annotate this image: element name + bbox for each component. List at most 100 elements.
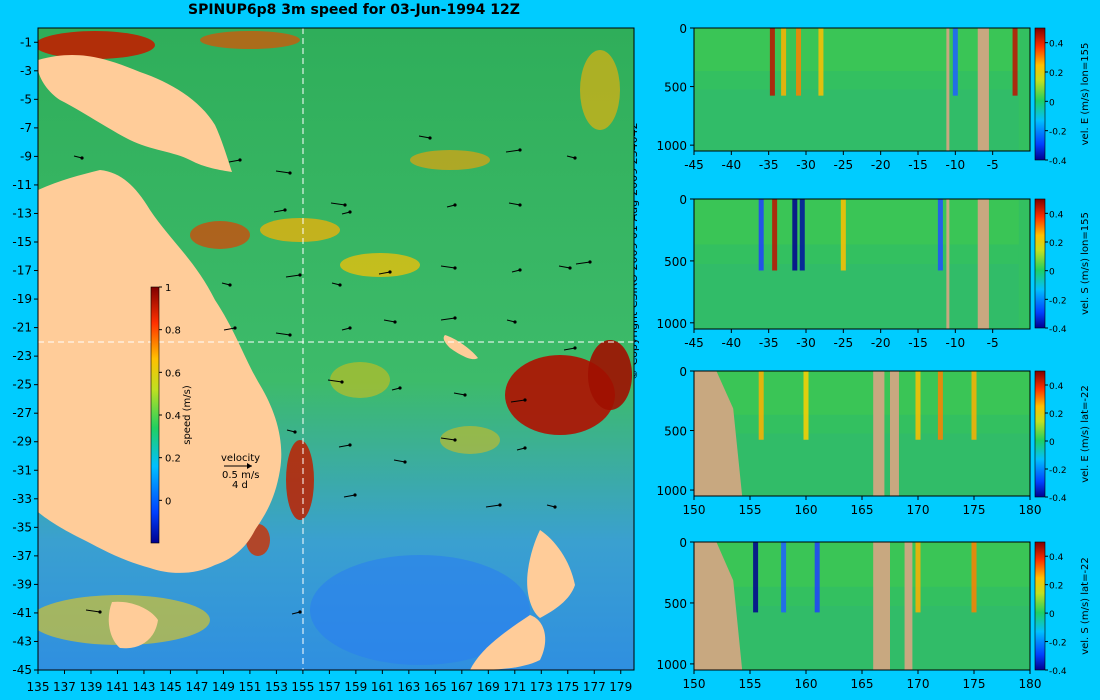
velocity-arrow-head bbox=[338, 283, 342, 287]
velocity-arrow-head bbox=[238, 158, 242, 162]
velocity-arrow-head bbox=[80, 156, 84, 160]
section-x-tick-label: -30 bbox=[796, 158, 816, 172]
velocity-core bbox=[796, 28, 802, 96]
velocity-core bbox=[937, 199, 943, 271]
map-x-tick-label: 167 bbox=[450, 680, 473, 694]
map-x-tick-label: 159 bbox=[344, 680, 367, 694]
velocity-core bbox=[803, 371, 809, 440]
map-y-tick-label: -45 bbox=[12, 663, 32, 677]
section-x-tick-label: -25 bbox=[834, 158, 854, 172]
section-colorbar-label: vel. S (m/s) lon=155 bbox=[1080, 212, 1091, 315]
velocity-arrow bbox=[378, 271, 391, 275]
section-x-tick-label: -10 bbox=[946, 336, 966, 350]
velocity-arrow-head bbox=[398, 386, 402, 390]
section-panel-4: 150 155 160 165 170 175 180 0 500 1000 0.4 0.2 0 -0.2… bbox=[656, 536, 1091, 691]
velocity-arrow-head bbox=[498, 503, 502, 507]
map-x-tick-label: 171 bbox=[503, 680, 526, 694]
velocity-core bbox=[758, 371, 764, 440]
section-colorbar-ramp bbox=[1034, 27, 1046, 161]
velocity-core bbox=[781, 542, 787, 613]
map-x-tick-label: 143 bbox=[133, 680, 156, 694]
velocity-arrow-head bbox=[393, 320, 397, 324]
speed-colorbar-tick-label: 0.4 bbox=[165, 411, 181, 422]
velocity-arrow-head bbox=[453, 438, 457, 442]
map-y-tick-label: -35 bbox=[12, 520, 32, 534]
map-y-tick-label: -19 bbox=[12, 292, 32, 306]
map-y-tick-label: -25 bbox=[12, 378, 32, 392]
section-colorbar-tick-label: 0 bbox=[1049, 610, 1055, 620]
map-y-tick-label: -3 bbox=[20, 64, 32, 78]
map-x-tick-label: 139 bbox=[80, 680, 103, 694]
velocity-arrow-head bbox=[513, 320, 517, 324]
speed-colorbar-tick-label: 0.2 bbox=[165, 454, 181, 465]
map-x-tick-label: 175 bbox=[556, 680, 579, 694]
map-x-tick-label: 165 bbox=[424, 680, 447, 694]
section-x-tick-label: 155 bbox=[739, 503, 762, 517]
section-x-tick-label: 170 bbox=[907, 677, 930, 691]
velocity-arrow bbox=[273, 209, 286, 213]
section-x-tick-label: -20 bbox=[871, 336, 891, 350]
map-y-tick-label: -37 bbox=[12, 549, 32, 563]
section-x-tick-label: 170 bbox=[907, 503, 930, 517]
section-land bbox=[977, 28, 989, 151]
section-x-tick-label: -10 bbox=[946, 158, 966, 172]
velocity-arrow-head bbox=[428, 136, 432, 140]
map-y-ticks: -1 -3 -5 -7 -9 -11 -13 -15 -17 -19 -21 -23 -25 -27 -29… bbox=[12, 35, 38, 677]
section-colorbar-tick-label: -0.4 bbox=[1049, 157, 1067, 167]
velocity-arrow-head bbox=[573, 156, 577, 160]
speed-colorbar: 1 0.8 0.6 0.4 0.2 0 speed (m/s) bbox=[150, 283, 193, 544]
section-x-tick-label: 160 bbox=[795, 503, 818, 517]
map-x-tick-label: 157 bbox=[318, 680, 341, 694]
velocity-arrow bbox=[575, 261, 591, 265]
section-panels: -45 -40 -35 -30 -25 -20 -15 -10 -5 0 500 1000 0.4 0.2… bbox=[656, 22, 1091, 691]
section-x-tick-label: -5 bbox=[987, 158, 999, 172]
map-x-tick-label: 153 bbox=[265, 680, 288, 694]
section-x-tick-label: 150 bbox=[683, 677, 706, 691]
section-x-tick-label: 165 bbox=[851, 677, 874, 691]
map-x-tick-label: 177 bbox=[583, 680, 606, 694]
velocity-arrow-head bbox=[453, 203, 457, 207]
section-colorbar-ramp bbox=[1034, 198, 1046, 329]
map-x-tick-label: 145 bbox=[159, 680, 182, 694]
velocity-arrow bbox=[440, 265, 456, 269]
speed-colorbar-tick-label: 1 bbox=[165, 283, 171, 294]
section-x-tick-label: -40 bbox=[722, 158, 742, 172]
section-colorbar-tick-label: 0 bbox=[1049, 438, 1055, 448]
velocity-core bbox=[971, 371, 977, 440]
velocity-arrow-head bbox=[343, 203, 347, 207]
velocity-arrow-head bbox=[348, 210, 352, 214]
section-x-tick-label: 180 bbox=[1019, 677, 1042, 691]
section-colorbar-ramp bbox=[1034, 370, 1046, 498]
velocity-arrow-head bbox=[288, 333, 292, 337]
section-colorbar-tick-label: -0.2 bbox=[1049, 466, 1067, 476]
section-x-tick-label: -15 bbox=[908, 336, 928, 350]
velocity-arrow-head bbox=[293, 430, 297, 434]
section-panel-3: 150 155 160 165 170 175 180 0 500 1000 0.4 0.2 0 -0.2… bbox=[656, 365, 1091, 517]
velocity-arrow-head bbox=[523, 446, 527, 450]
section-colorbar-label: vel. S (m/s) lat=-22 bbox=[1080, 557, 1091, 655]
section-colorbar-tick-label: 0 bbox=[1049, 268, 1055, 278]
map-x-tick-label: 141 bbox=[106, 680, 129, 694]
velocity-arrow-head bbox=[283, 208, 287, 212]
velocity-core bbox=[758, 199, 764, 271]
velocity-key-speed: 0.5 m/s bbox=[222, 470, 259, 481]
section-colorbar-tick-label: 0 bbox=[1049, 98, 1055, 108]
velocity-arrow-head bbox=[288, 171, 292, 175]
velocity-arrow bbox=[327, 379, 343, 383]
map-y-tick-label: -13 bbox=[12, 206, 32, 220]
velocity-arrow-head bbox=[568, 266, 572, 270]
velocity-arrow-head bbox=[453, 266, 457, 270]
velocity-arrow bbox=[508, 202, 521, 206]
map-y-tick-label: -27 bbox=[12, 406, 32, 420]
velocity-arrow bbox=[383, 319, 396, 323]
map-y-tick-label: -23 bbox=[12, 349, 32, 363]
map-x-tick-label: 137 bbox=[53, 680, 76, 694]
section-land bbox=[694, 542, 743, 670]
velocity-arrow-head bbox=[518, 268, 522, 272]
section-x-tick-label: 165 bbox=[851, 503, 874, 517]
section-colorbar-tick-label: 0.4 bbox=[1049, 382, 1064, 392]
velocity-key-title: velocity bbox=[221, 453, 260, 464]
section-colorbar-tick-label: -0.2 bbox=[1049, 639, 1067, 649]
section-y-tick-label: 0 bbox=[679, 365, 687, 379]
section-colorbar-tick-label: -0.2 bbox=[1049, 296, 1067, 306]
